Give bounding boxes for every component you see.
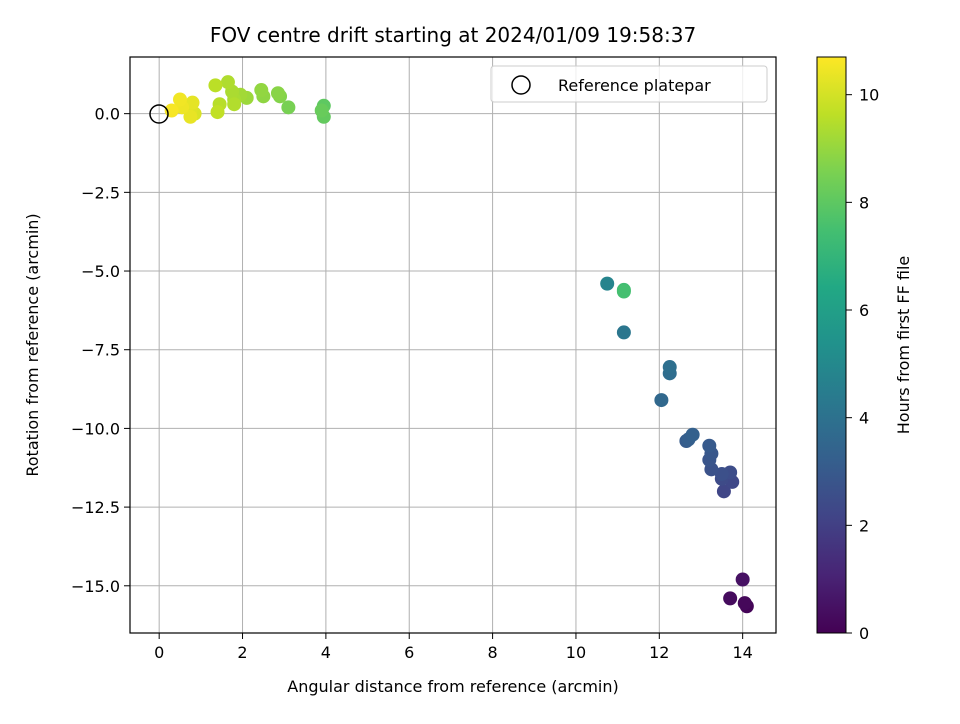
x-tick-label: 14	[732, 643, 752, 662]
data-point	[662, 360, 677, 375]
colorbar-tick-label: 0	[859, 624, 869, 643]
grid	[130, 57, 776, 633]
data-point	[270, 86, 285, 101]
data-point	[173, 92, 188, 107]
y-tick-label: 0.0	[95, 105, 120, 124]
data-point	[616, 284, 631, 299]
reference-marker	[149, 104, 169, 124]
colorbar	[816, 56, 847, 634]
data-points	[164, 75, 754, 614]
data-point	[281, 100, 296, 115]
x-tick-label: 2	[237, 643, 247, 662]
colorbar-tick-label: 6	[859, 301, 869, 320]
x-axis-ticks: 0 2 4 6 8 10 12 14	[154, 633, 753, 662]
data-point	[716, 484, 731, 499]
x-tick-label: 6	[404, 643, 414, 662]
colorbar-tick-label: 2	[859, 516, 869, 535]
data-point	[702, 438, 717, 453]
x-axis-label: Angular distance from reference (arcmin)	[287, 677, 618, 696]
data-point	[314, 103, 329, 118]
y-tick-label: −12.5	[71, 498, 120, 517]
data-point	[714, 467, 729, 482]
legend-marker	[511, 75, 531, 95]
colorbar-tick-label: 10	[859, 86, 879, 105]
data-point	[185, 95, 200, 110]
legend: Reference platepar	[490, 65, 768, 103]
y-tick-label: −5.0	[81, 262, 120, 281]
legend-box	[490, 65, 768, 103]
y-tick-label: −15.0	[71, 577, 120, 596]
x-tick-label: 0	[154, 643, 164, 662]
data-point	[183, 109, 198, 124]
colorbar-tick-label: 8	[859, 193, 869, 212]
data-point	[685, 427, 700, 442]
y-tick-label: −2.5	[81, 183, 120, 202]
data-point	[616, 325, 631, 340]
x-tick-label: 10	[566, 643, 586, 662]
data-point	[735, 572, 750, 587]
chart-title: FOV centre drift starting at 2024/01/09 …	[210, 23, 696, 47]
data-point	[737, 596, 752, 611]
y-axis-label: Rotation from reference (arcmin)	[23, 213, 42, 476]
colorbar-ticks: 0 2 4 6 8 10	[846, 86, 879, 643]
data-point	[600, 276, 615, 291]
plot-frame	[129, 56, 777, 634]
x-tick-label: 8	[487, 643, 497, 662]
data-point	[208, 78, 223, 93]
data-point	[227, 97, 242, 112]
y-tick-label: −7.5	[81, 341, 120, 360]
data-point	[254, 83, 269, 98]
colorbar-tick-label: 4	[859, 409, 869, 428]
y-tick-label: −10.0	[71, 419, 120, 438]
y-axis-ticks: 0.0 −2.5 −5.0 −7.5 −10.0 −12.5 −15.0	[71, 105, 130, 596]
colorbar-label: Hours from first FF file	[894, 256, 913, 435]
data-point	[210, 105, 225, 120]
data-point	[220, 75, 235, 90]
x-tick-label: 12	[649, 643, 669, 662]
data-point	[654, 393, 669, 408]
x-tick-label: 4	[321, 643, 331, 662]
data-point	[723, 591, 738, 606]
legend-label: Reference platepar	[558, 76, 711, 95]
